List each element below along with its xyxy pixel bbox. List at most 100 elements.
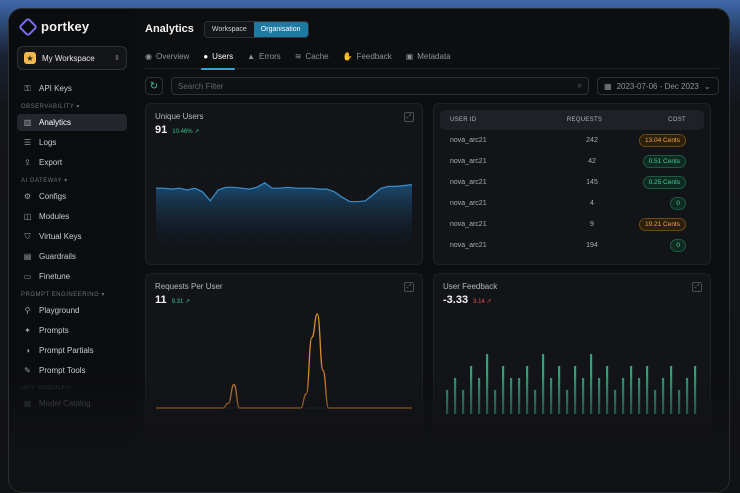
- sidebar-item-label: Configs: [39, 192, 67, 201]
- sidebar-item-api-keys[interactable]: ⚿ API Keys: [17, 80, 127, 97]
- sidebar-item-finetune[interactable]: ▭ Finetune: [17, 268, 127, 285]
- tab-feedback[interactable]: ✋ Feedback: [343, 45, 392, 69]
- column-header-cost[interactable]: COST: [668, 117, 686, 123]
- metric-value: 91: [155, 124, 168, 136]
- table-row[interactable]: nova_arc21 42 0.51 Cents: [440, 151, 704, 172]
- feedback-bar: [518, 378, 521, 414]
- feedback-bar: [502, 366, 505, 414]
- sidebar-item-model-catalog[interactable]: ▦ Model Catalog: [17, 395, 127, 412]
- sidebar-item-label: Playground: [39, 306, 80, 315]
- section-observability[interactable]: OBSERVABILITY ▾: [21, 104, 80, 110]
- toggle-workspace[interactable]: Workspace: [204, 21, 254, 37]
- calendar-icon: ▦: [604, 81, 612, 91]
- tab-users[interactable]: ● Users: [201, 45, 235, 70]
- feedback-bar: [694, 366, 697, 414]
- sidebar-item-label: Export: [39, 158, 63, 167]
- sidebar-item-analytics[interactable]: ▥ Analytics: [17, 114, 127, 131]
- column-header-requests[interactable]: REQUESTS: [566, 117, 603, 123]
- sidebar-item-modules[interactable]: ◫ Modules: [17, 208, 127, 225]
- sidebar-item-configs[interactable]: ⚙ Configs: [17, 188, 127, 205]
- toggle-organisation[interactable]: Organisation: [253, 21, 308, 37]
- tab-bar: ◉ Overview ● Users ▲ Errors ≋ Cache ✋ Feedbac…: [145, 45, 719, 70]
- workspace-selector[interactable]: ★ My Workspace ⇕: [17, 46, 127, 70]
- sidebar-item-label: Analytics: [39, 118, 72, 127]
- sidebar-item-label: Model Catalog: [39, 399, 91, 408]
- workspace-label: My Workspace: [42, 53, 95, 63]
- sidebar-item-label: Prompt Tools: [39, 366, 86, 375]
- section-prompt-engineering[interactable]: PROMPT ENGINEERING ▾: [21, 292, 105, 298]
- cell-cost: 0: [638, 239, 694, 252]
- sidebar-item-guardrails[interactable]: ▤ Guardrails: [17, 248, 127, 265]
- series-line: [156, 313, 412, 409]
- tab-metadata[interactable]: ▣ Metadata: [406, 45, 451, 69]
- tab-errors[interactable]: ▲ Errors: [247, 45, 281, 69]
- thumbs-up-icon: ✋: [342, 52, 353, 61]
- section-ai-gateway[interactable]: AI GATEWAY ▾: [21, 178, 68, 184]
- expand-icon[interactable]: ⤢: [404, 282, 414, 292]
- page-title: Analytics: [145, 23, 194, 35]
- list-icon: ☰: [23, 138, 32, 147]
- users-table-card: USER ID REQUESTS COST nova_arc21 242 13.04…: [433, 103, 711, 265]
- cell-requests: 145: [586, 179, 598, 186]
- prompt-icon: ✦: [24, 326, 31, 335]
- sidebar-item-virtual-keys[interactable]: ⛉ Virtual Keys: [17, 228, 127, 245]
- feedback-bar: [550, 378, 553, 414]
- search-icon[interactable]: ⌕: [577, 81, 582, 90]
- table-row[interactable]: nova_arc21 9 19.21 Cents: [440, 214, 704, 235]
- expand-icon[interactable]: ⤢: [404, 112, 414, 122]
- user-feedback-card: User Feedback -3.33 3.14 ↗ ⤢: [433, 273, 711, 435]
- tab-overview[interactable]: ◉ Overview: [145, 45, 189, 69]
- date-range-picker[interactable]: ▦ 2023-07-06 - Dec 2023 ⌄: [597, 77, 719, 95]
- bar-chart-icon: ▥: [23, 118, 32, 127]
- card-title: Unique Users: [155, 112, 204, 121]
- header: Analytics Workspace Organisation: [145, 13, 719, 45]
- section-ops-modules[interactable]: OPS MODULES: [21, 385, 127, 391]
- app-window: portkey ★ My Workspace ⇕ ⚿ API Keys OBSE…: [8, 8, 730, 493]
- cell-user-id: nova_arc21: [450, 242, 487, 249]
- refresh-icon[interactable]: ↻: [145, 77, 163, 95]
- sidebar-item-export[interactable]: ⇪ Export: [17, 154, 127, 171]
- column-header-user-id[interactable]: USER ID: [450, 117, 477, 123]
- table-row[interactable]: nova_arc21 194 0: [440, 235, 704, 256]
- table-row[interactable]: nova_arc21 145 0.25 Cents: [440, 172, 704, 193]
- table-row[interactable]: nova_arc21 4 0: [440, 193, 704, 214]
- sidebar-item-prompts[interactable]: ✦ Prompts: [17, 322, 127, 339]
- feedback-bar: [446, 390, 449, 414]
- warning-icon: ▲: [247, 52, 255, 61]
- sidebar-item-prompt-tools[interactable]: ✎ Prompt Tools: [17, 362, 127, 379]
- metric-change: 9.31 ↗: [171, 299, 191, 305]
- expand-icon[interactable]: ⤢: [692, 282, 702, 292]
- metric-row: 91 10.46% ↗: [155, 124, 413, 136]
- feedback-bar: [582, 378, 585, 414]
- feedback-bar: [670, 366, 673, 414]
- feedback-bar: [574, 366, 577, 414]
- feedback-bar: [470, 366, 473, 414]
- sidebar-item-prompt-partials[interactable]: ◑ Prompt Partials: [17, 342, 127, 359]
- feedback-bar: [638, 378, 641, 414]
- feedback-bar: [510, 378, 513, 414]
- feedback-bar: [558, 366, 561, 414]
- eye-icon: ◉: [145, 52, 152, 61]
- change-text: 3.14: [473, 299, 485, 305]
- tab-cache[interactable]: ≋ Cache: [295, 45, 329, 69]
- logo-text: portkey: [41, 19, 90, 34]
- table-row[interactable]: nova_arc21 242 13.04 Cents: [440, 130, 704, 151]
- cell-requests: 242: [586, 137, 598, 144]
- cell-cost: 0.51 Cents: [638, 155, 694, 168]
- sidebar-item-playground[interactable]: ⚲ Playground: [17, 302, 127, 319]
- cost-badge: 0: [670, 197, 686, 210]
- date-range-label: 2023-07-06 - Dec 2023: [616, 81, 699, 91]
- unique-users-card: Unique Users 91 10.46% ↗ ⤢: [145, 103, 423, 265]
- metric-value: 11: [155, 294, 167, 306]
- logo[interactable]: portkey: [18, 16, 127, 37]
- sidebar-item-label: Virtual Keys: [39, 232, 82, 241]
- sidebar: portkey ★ My Workspace ⇕ ⚿ API Keys OBSE…: [9, 9, 135, 492]
- cell-user-id: nova_arc21: [450, 179, 487, 186]
- feedback-bar: [598, 378, 601, 414]
- portkey-logo-icon: [18, 16, 38, 37]
- shield-key-icon: ⛉: [24, 231, 31, 241]
- cell-requests: 9: [590, 221, 594, 228]
- sidebar-item-logs[interactable]: ☰ Logs: [17, 134, 127, 151]
- cell-user-id: nova_arc21: [450, 137, 487, 144]
- search-filter-input[interactable]: [178, 81, 578, 91]
